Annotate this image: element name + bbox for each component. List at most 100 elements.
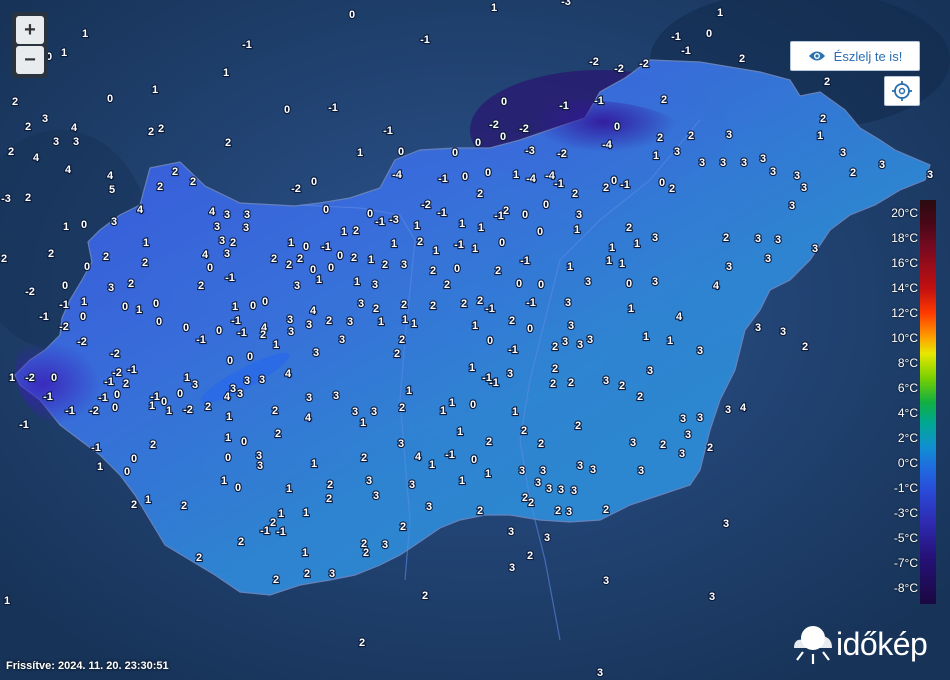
- station-temperature: -2: [614, 63, 624, 75]
- station-temperature: 2: [550, 378, 556, 390]
- station-temperature: 3: [237, 388, 243, 400]
- station-temperature: 2: [297, 253, 303, 265]
- station-temperature: 3: [699, 157, 705, 169]
- station-temperature: 3: [760, 153, 766, 165]
- station-temperature: -2: [89, 405, 99, 417]
- temperature-legend: 20°C 18°C 16°C 14°C 12°C 10°C 8°C 6°C 4°C 2°C 0°C -…: [880, 200, 940, 604]
- station-temperature: 1: [225, 432, 231, 444]
- station-temperature: -1: [231, 315, 241, 327]
- station-temperature: -1: [98, 392, 108, 404]
- station-temperature: 2: [25, 192, 31, 204]
- station-temperature: 1: [357, 147, 363, 159]
- station-temperature: 2: [181, 500, 187, 512]
- observe-button[interactable]: Észlelj te is!: [790, 41, 920, 71]
- station-temperature: 0: [398, 146, 404, 158]
- station-temperature: 2: [150, 439, 156, 451]
- station-temperature: 1: [378, 316, 384, 328]
- station-temperature: 2: [575, 420, 581, 432]
- station-temperature: -1: [554, 178, 564, 190]
- station-temperature: 1: [411, 318, 417, 330]
- zoom-in-button[interactable]: +: [16, 16, 44, 44]
- station-temperature: -1: [375, 216, 385, 228]
- station-temperature: 2: [552, 341, 558, 353]
- station-temperature: 0: [626, 278, 632, 290]
- station-temperature: 2: [225, 137, 231, 149]
- station-temperature: -1: [520, 255, 530, 267]
- station-temperature: -3: [525, 145, 535, 157]
- station-temperature: 1: [302, 547, 308, 559]
- station-temperature: 2: [327, 479, 333, 491]
- locate-button[interactable]: [884, 76, 920, 106]
- station-temperature: 2: [739, 53, 745, 65]
- station-temperature: 1: [143, 237, 149, 249]
- station-temperature: 2: [400, 521, 406, 533]
- station-temperature: 0: [452, 147, 458, 159]
- station-temperature: 3: [755, 322, 761, 334]
- station-temperature: -1: [383, 125, 393, 137]
- station-temperature: 2: [430, 300, 436, 312]
- station-temperature: 0: [183, 322, 189, 334]
- station-temperature: 3: [192, 379, 198, 391]
- station-temperature: 2: [326, 493, 332, 505]
- station-temperature: 3: [927, 169, 933, 181]
- station-temperature: 1: [619, 258, 625, 270]
- station-temperature: 1: [491, 2, 497, 14]
- station-temperature: -2: [77, 336, 87, 348]
- station-temperature: 4: [285, 368, 292, 380]
- station-temperature: 1: [341, 226, 347, 238]
- station-temperature: 0: [262, 296, 268, 308]
- station-temperature: 0: [124, 466, 130, 478]
- station-temperature: 2: [275, 428, 281, 440]
- station-temperature: 2: [12, 96, 18, 108]
- station-temperature: 3: [780, 326, 786, 338]
- station-temperature: 0: [499, 237, 505, 249]
- cold-region-west: [15, 300, 205, 440]
- station-temperature: -1: [91, 442, 101, 454]
- station-temperature: 0: [227, 355, 233, 367]
- station-temperature: 2: [205, 401, 211, 413]
- station-temperature: 1: [513, 169, 519, 181]
- station-temperature: 2: [1, 253, 7, 265]
- station-temperature: 2: [48, 248, 54, 260]
- station-temperature: 3: [775, 234, 781, 246]
- zoom-out-button[interactable]: −: [16, 46, 44, 74]
- station-temperature: 3: [42, 113, 48, 125]
- station-temperature: 0: [247, 351, 253, 363]
- station-temperature: 0: [522, 209, 528, 221]
- station-temperature: -1: [237, 327, 247, 339]
- station-temperature: 3: [562, 336, 568, 348]
- station-temperature: -1: [19, 419, 29, 431]
- eye-icon: [808, 51, 825, 61]
- zoom-control: + −: [12, 12, 48, 78]
- station-temperature: 3: [257, 460, 263, 472]
- station-temperature: 1: [63, 221, 69, 233]
- station-temperature: 0: [284, 104, 290, 116]
- station-temperature: 1: [717, 7, 723, 19]
- station-temperature: 2: [572, 188, 578, 200]
- station-temperature: 1: [311, 458, 317, 470]
- station-temperature: 3: [726, 261, 732, 273]
- station-temperature: 4: [202, 249, 209, 261]
- station-temperature: -1: [150, 391, 160, 403]
- station-temperature: 3: [770, 166, 776, 178]
- station-temperature: 3: [544, 532, 550, 544]
- station-temperature: 2: [637, 391, 643, 403]
- legend-label: 10°C: [891, 331, 918, 345]
- station-temperature: 3: [577, 339, 583, 351]
- station-temperature: 0: [454, 263, 460, 275]
- danube-river: [299, 204, 416, 581]
- station-temperature: 1: [469, 362, 475, 374]
- last-updated: Frissítve: 2024. 11. 20. 23:30:51: [6, 660, 169, 672]
- station-temperature: 3: [382, 539, 388, 551]
- station-temperature: 2: [359, 637, 365, 649]
- station-temperature: 3: [244, 375, 250, 387]
- station-temperature: 1: [232, 301, 238, 313]
- station-temperature: 0: [114, 389, 120, 401]
- station-temperature: 2: [688, 130, 694, 142]
- legend-label: 2°C: [897, 431, 918, 445]
- station-temperature: -1: [260, 525, 270, 537]
- brand-name: időkép: [836, 626, 928, 662]
- station-temperature: -2: [589, 56, 599, 68]
- station-temperature: 2: [230, 237, 236, 249]
